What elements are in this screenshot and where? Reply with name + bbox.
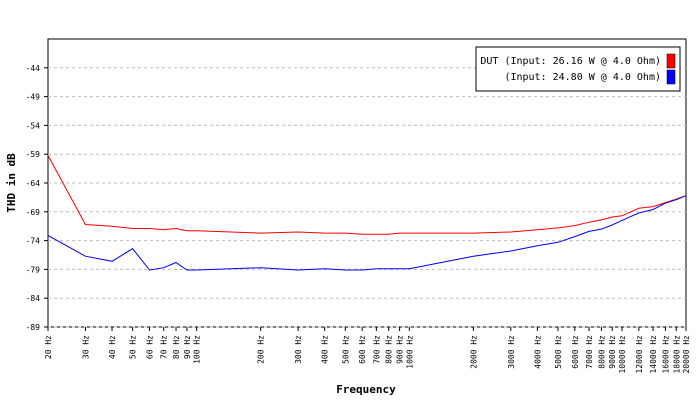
y-tick-label: -74 <box>26 237 41 246</box>
x-tick-label: 6000 Hz <box>571 335 580 369</box>
x-tick-label: 100 Hz <box>193 335 202 364</box>
x-tick-label: 40 Hz <box>108 335 117 359</box>
y-tick-label: -59 <box>26 150 41 159</box>
x-tick-label: 400 Hz <box>321 335 330 364</box>
x-tick-label: 80 Hz <box>172 335 181 359</box>
x-tick-label: 18000 Hz <box>672 335 681 374</box>
x-tick-label: 4000 Hz <box>533 335 542 369</box>
x-tick-label: 30 Hz <box>81 335 90 359</box>
x-tick-label: 7000 Hz <box>585 335 594 369</box>
x-tick-label: 70 Hz <box>160 335 169 359</box>
x-tick-label: 1000 Hz <box>405 335 414 369</box>
x-tick-label: 600 Hz <box>358 335 367 364</box>
y-axis-title: THD in dB <box>5 153 18 213</box>
x-tick-label: 700 Hz <box>372 335 381 364</box>
x-tick-label: 20 Hz <box>44 335 53 359</box>
x-tick-label: 900 Hz <box>396 335 405 364</box>
x-axis-title: Frequency <box>336 383 396 396</box>
y-tick-label: -69 <box>26 208 41 217</box>
x-tick-label: 500 Hz <box>341 335 350 364</box>
legend-swatch-ref <box>666 69 676 85</box>
x-tick-label: 5000 Hz <box>554 335 563 369</box>
x-tick-label: 9000 Hz <box>608 335 617 369</box>
x-tick-label: 2000 Hz <box>469 335 478 369</box>
y-tick-label: -79 <box>26 265 41 274</box>
legend-box <box>475 46 681 92</box>
series-line-0 <box>47 155 687 235</box>
y-tick-label: -84 <box>26 294 41 303</box>
x-tick-label: 12000 Hz <box>635 335 644 374</box>
x-tick-label: 200 Hz <box>257 335 266 364</box>
series-line-1 <box>47 195 687 271</box>
legend: DUT (Input: 26.16 W @ 4.0 Ohm) (Input: 2… <box>475 46 681 92</box>
y-axis-ticks: -44 -49 -54 -59 -64 -69 -74 -79 -84 -89 <box>26 64 48 332</box>
x-tick-label: 800 Hz <box>385 335 394 364</box>
x-axis-ticks: 20 Hz 30 Hz 40 Hz 50 Hz 60 Hz 70 Hz 80 Hz 90 Hz… <box>44 327 691 374</box>
legend-label-ref: (Input: 24.80 W @ 4.0 Ohm) <box>504 72 661 83</box>
x-tick-label: 3000 Hz <box>507 335 516 369</box>
y-tick-label: -49 <box>26 93 41 102</box>
legend-swatch-dut <box>666 53 676 69</box>
y-tick-label: -64 <box>26 179 41 188</box>
y-tick-label: -89 <box>26 323 41 332</box>
y-tick-label: -44 <box>26 64 41 73</box>
x-tick-label: 90 Hz <box>183 335 192 359</box>
y-tick-label: -54 <box>26 121 41 130</box>
x-tick-label: 16000 Hz <box>661 335 670 374</box>
legend-label-dut: DUT (Input: 26.16 W @ 4.0 Ohm) <box>480 56 661 67</box>
x-tick-label: 10000 Hz <box>618 335 627 374</box>
series-lines <box>47 155 687 271</box>
x-tick-label: 300 Hz <box>294 335 303 364</box>
x-tick-label: 14000 Hz <box>649 335 658 374</box>
x-tick-label: 60 Hz <box>145 335 154 359</box>
x-tick-label: 50 Hz <box>129 335 138 359</box>
x-tick-label: 8000 Hz <box>597 335 606 369</box>
x-tick-label: 20000 Hz <box>682 335 691 374</box>
